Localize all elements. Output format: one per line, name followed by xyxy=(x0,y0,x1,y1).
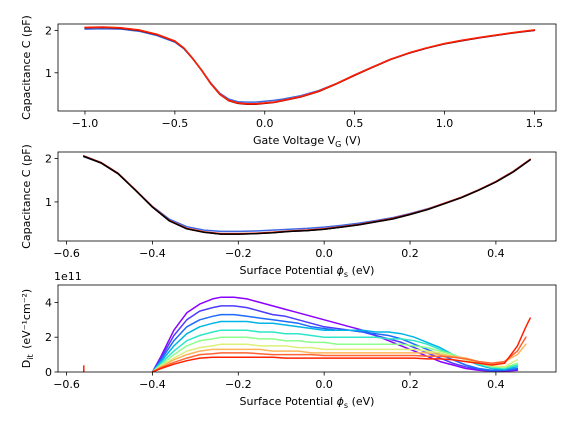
x-tick-label: −0.2 xyxy=(225,378,252,391)
y-tick-label: 4 xyxy=(45,296,52,309)
y-tick-label: 2 xyxy=(45,153,52,166)
y-tick-label: 1 xyxy=(45,196,52,209)
series-line-1 xyxy=(151,296,519,372)
axes-frame xyxy=(57,151,557,242)
y-tick-label: 2 xyxy=(45,331,52,344)
x-tick-label: 0.2 xyxy=(401,378,419,391)
series-line-1 xyxy=(83,156,531,233)
series-line-3 xyxy=(84,26,536,105)
series-line-4 xyxy=(83,155,531,235)
series-line-9 xyxy=(151,336,527,372)
x-tick-label: −0.2 xyxy=(225,247,252,260)
series-line-10 xyxy=(151,317,531,372)
y-tick-label: 0 xyxy=(45,366,52,379)
x-tick-label: 0.4 xyxy=(487,247,505,260)
x-axis-label: Surface Potential ϕs (eV) xyxy=(240,395,375,410)
x-tick-label: −0.6 xyxy=(53,247,80,260)
plot-area xyxy=(83,155,531,235)
x-tick-label: −0.6 xyxy=(53,378,80,391)
plot-area xyxy=(84,26,536,105)
x-tick-label: −0.5 xyxy=(161,117,188,130)
series-line-3 xyxy=(83,155,531,235)
series-line-6 xyxy=(151,336,519,372)
y-axis-label: Capacitance C (pF) xyxy=(20,15,33,120)
x-tick-label: 0.0 xyxy=(315,247,333,260)
plot-area xyxy=(83,296,531,372)
axes-frame xyxy=(57,284,557,373)
x-tick-label: 0.4 xyxy=(487,378,505,391)
x-tick-label: 1.5 xyxy=(526,117,544,130)
axis-offset-label: 1e11 xyxy=(54,270,82,283)
y-tick-label: 2 xyxy=(45,24,52,37)
series-line-8 xyxy=(151,343,527,372)
series-line-2 xyxy=(83,155,531,235)
x-tick-label: 0.2 xyxy=(401,247,419,260)
x-tick-label: 0.5 xyxy=(346,117,364,130)
series-line-2 xyxy=(151,305,519,372)
x-axis-label: Gate Voltage VG (V) xyxy=(253,134,361,149)
chart-panel-1: −1.0 −0.5 0.0 0.5 1.0 1.5 1 2 Gate Voltage VG (V… xyxy=(20,15,557,149)
x-axis-label: Surface Potential ϕs (eV) xyxy=(240,264,375,279)
y-axis-label: Capacitance C (pF) xyxy=(20,144,33,249)
chart-panel-3: −0.6 −0.4 −0.2 0.0 0.2 0.4 0 2 4 Surface Potentia… xyxy=(20,270,557,410)
y-tick-label: 1 xyxy=(45,67,52,80)
x-tick-label: 0.0 xyxy=(315,378,333,391)
x-tick-label: 0.0 xyxy=(256,117,274,130)
y-axis-label: Dit (eV⁻¹cm⁻²) xyxy=(20,289,35,368)
x-tick-label: −0.4 xyxy=(139,247,166,260)
x-tick-label: 1.0 xyxy=(436,117,454,130)
axes-frame xyxy=(57,23,557,112)
x-tick-label: −0.4 xyxy=(139,378,166,391)
chart-panel-2: −0.6 −0.4 −0.2 0.0 0.2 0.4 1 2 Surface Potential… xyxy=(20,144,557,279)
x-tick-label: −1.0 xyxy=(72,117,99,130)
